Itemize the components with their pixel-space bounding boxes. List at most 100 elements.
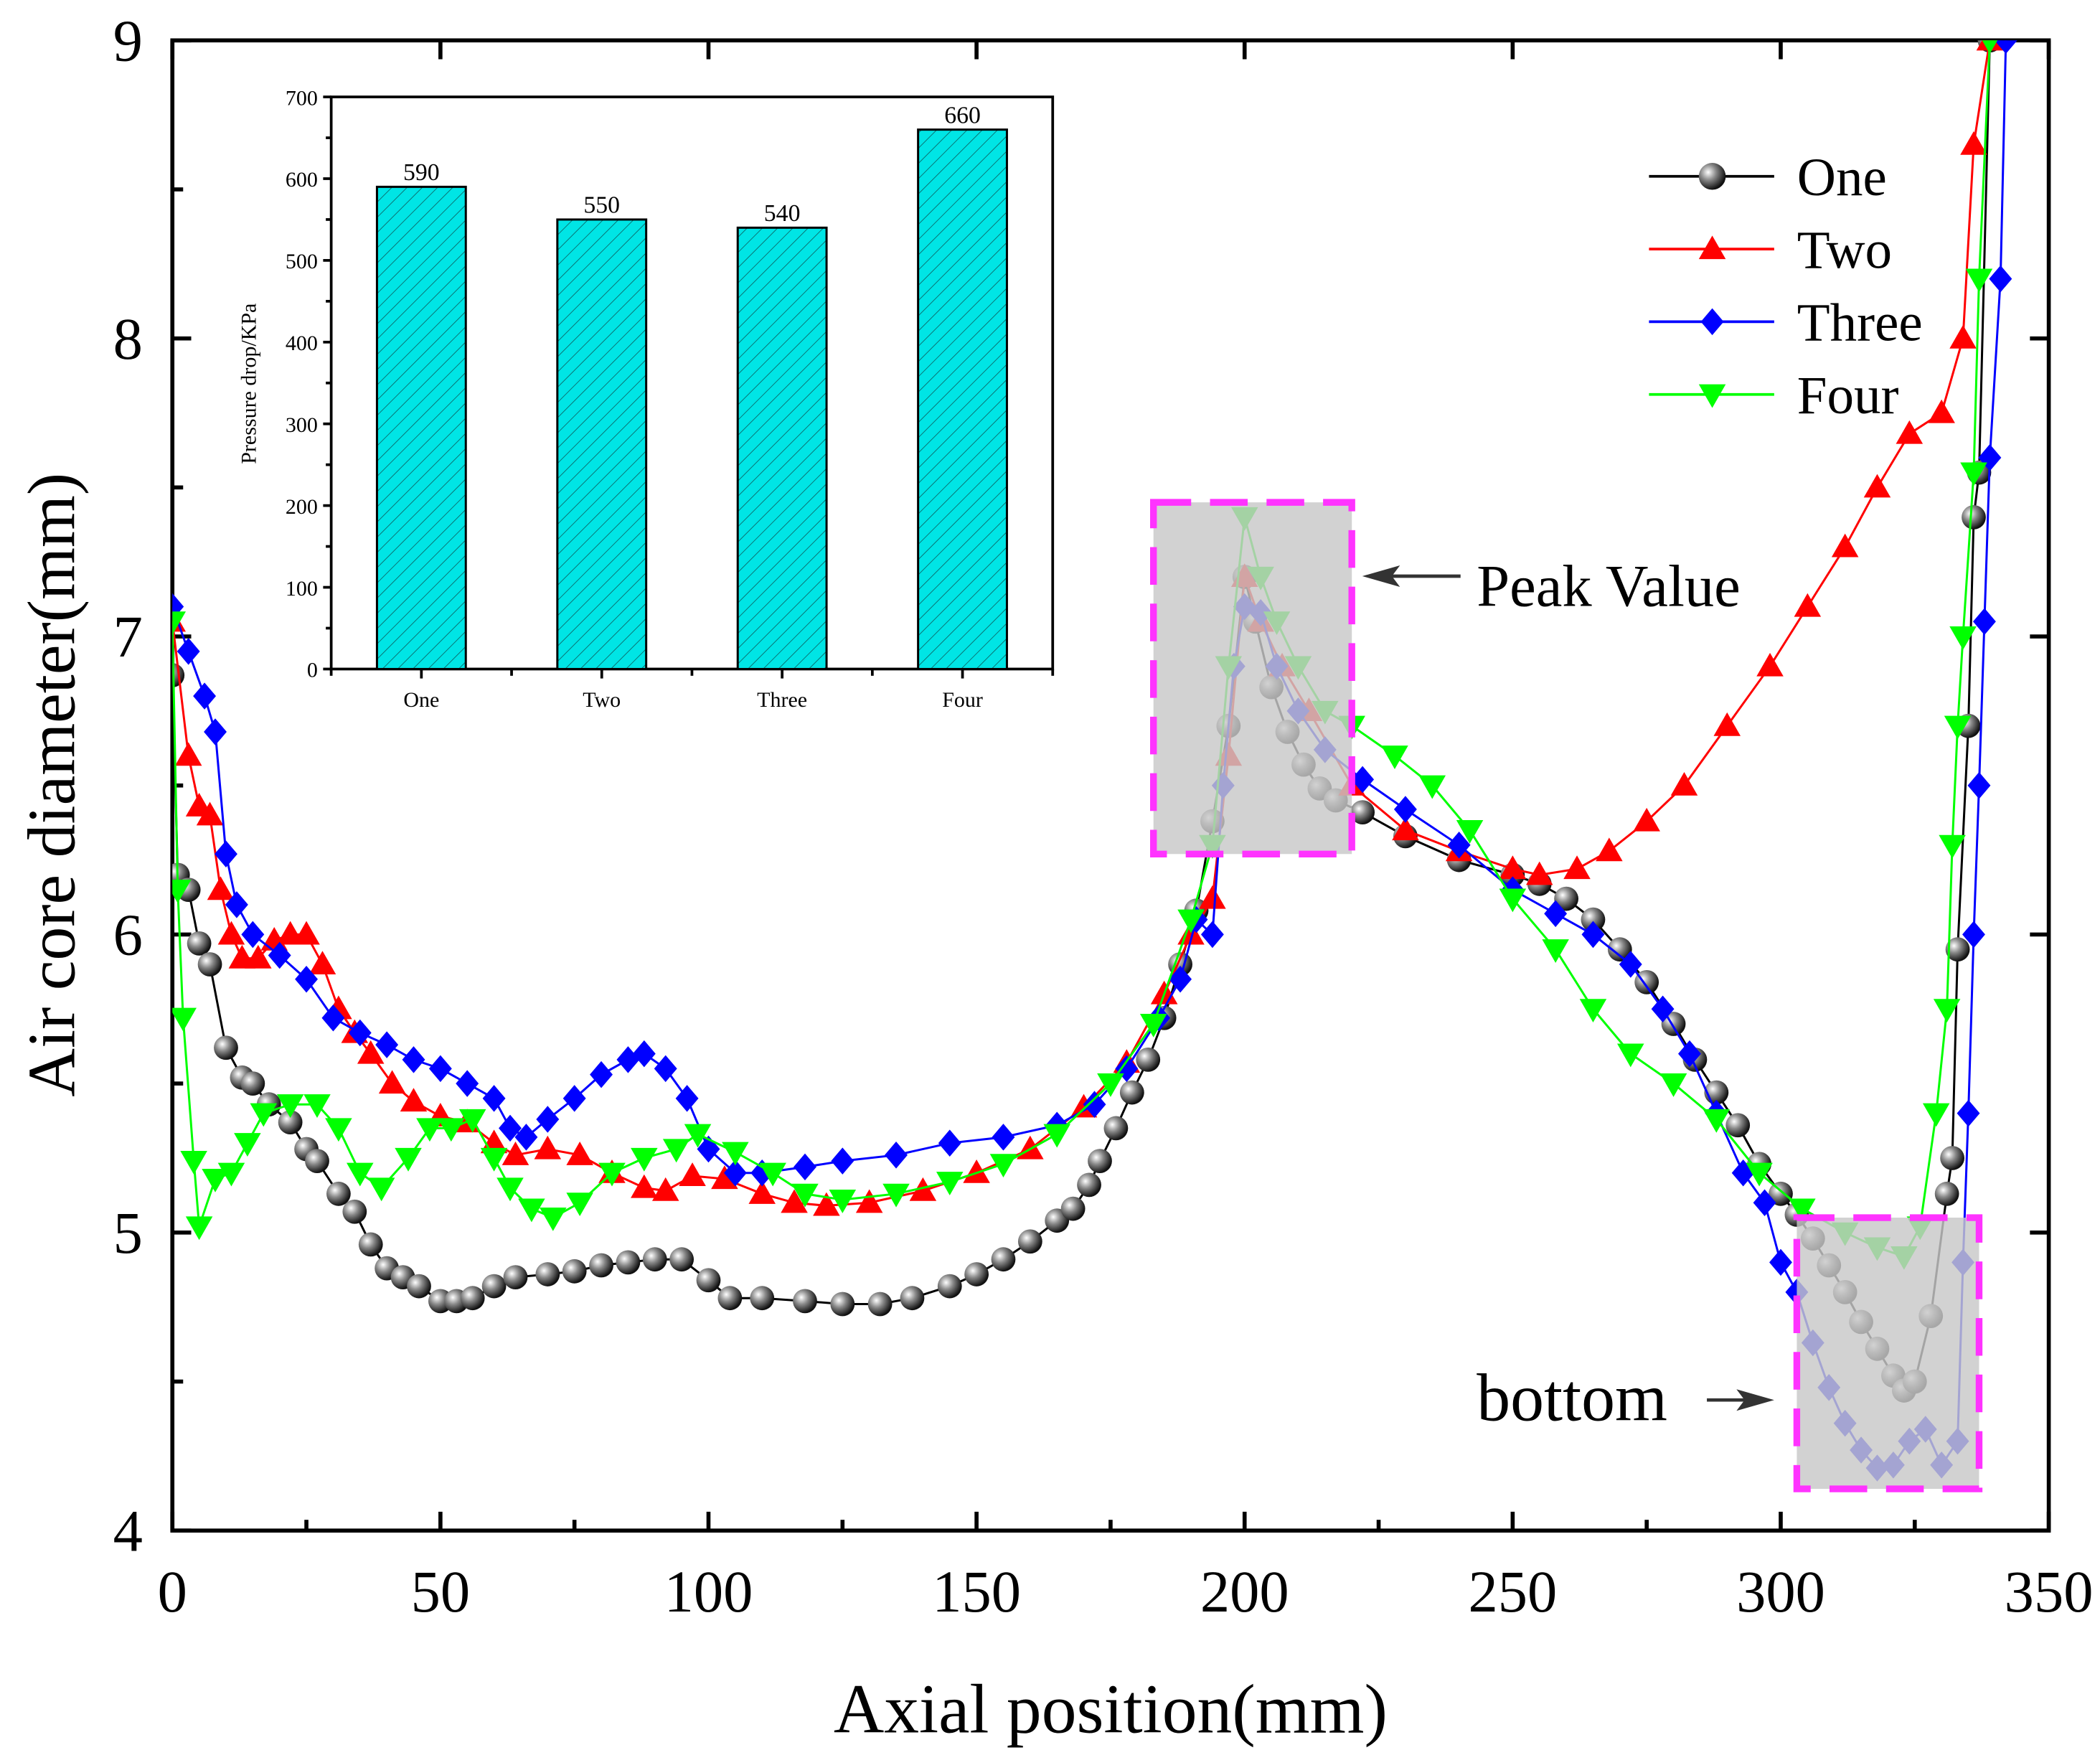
data-point-four <box>367 1177 395 1202</box>
data-point-two <box>651 1177 679 1201</box>
inset-x-tick-label: Four <box>942 688 983 712</box>
legend-label: Two <box>1797 220 1892 280</box>
data-point-four <box>1944 715 1972 740</box>
data-point-two <box>217 921 245 945</box>
data-point-four <box>217 1162 245 1187</box>
data-point-three <box>938 1129 961 1157</box>
data-point-two <box>502 1142 529 1165</box>
inset-x-tick-label: Three <box>757 688 807 712</box>
x-tick-label: 200 <box>1200 1558 1289 1624</box>
data-point-four <box>684 1124 712 1148</box>
data-point-four <box>1097 1073 1124 1097</box>
data-point-two <box>293 921 320 945</box>
data-point-four <box>1746 1162 1773 1187</box>
x-tick-label: 100 <box>664 1558 753 1624</box>
data-point-two <box>1863 474 1891 498</box>
data-point-one <box>1119 1080 1144 1105</box>
legend-label: Three <box>1797 293 1923 353</box>
legend-label: Four <box>1797 366 1899 425</box>
inset-x-tick-label: Two <box>583 688 621 712</box>
data-point-four <box>250 1103 278 1127</box>
data-point-three <box>193 682 217 710</box>
data-point-three <box>632 1040 656 1068</box>
data-point-four <box>566 1192 593 1217</box>
data-point-three <box>375 1031 399 1058</box>
data-point-three <box>482 1085 506 1112</box>
data-point-four <box>1381 745 1408 769</box>
data-point-three <box>268 941 291 969</box>
data-point-three <box>176 638 200 665</box>
data-point-four <box>172 611 187 636</box>
bar-value-label: 590 <box>403 159 440 186</box>
data-point-three <box>204 718 227 745</box>
data-point-three <box>1769 1248 1792 1276</box>
data-point-one <box>326 1181 351 1206</box>
data-point-four <box>480 1147 508 1172</box>
data-point-one <box>214 1035 238 1060</box>
inset-y-tick-label: 200 <box>286 495 318 519</box>
data-point-four <box>1949 626 1977 650</box>
data-point-three <box>590 1060 613 1088</box>
data-point-three <box>1957 1099 1980 1127</box>
inset-y-tick-label: 700 <box>286 86 318 110</box>
bar-two <box>556 218 648 670</box>
data-point-two <box>174 742 202 766</box>
data-point-four <box>172 880 192 903</box>
inset-y-tick-label: 500 <box>286 250 318 273</box>
data-point-four <box>438 1118 465 1142</box>
data-point-one <box>240 1071 265 1096</box>
data-point-four <box>458 1109 486 1133</box>
data-point-three <box>1200 921 1224 949</box>
data-point-two <box>1960 131 1987 155</box>
data-point-one <box>187 931 212 956</box>
data-point-two <box>1499 855 1527 880</box>
legend-marker-icon <box>1698 384 1726 408</box>
data-point-three <box>1989 265 2012 293</box>
y-tick-label: 5 <box>113 1200 143 1266</box>
bar-value-label: 660 <box>944 102 981 128</box>
data-point-three <box>992 1124 1015 1151</box>
y-tick-label: 6 <box>113 902 143 968</box>
data-point-two <box>1563 855 1591 880</box>
data-point-one <box>589 1253 613 1278</box>
data-point-one <box>1554 886 1578 911</box>
x-tick-label: 300 <box>1736 1558 1825 1624</box>
data-point-one <box>1077 1172 1101 1198</box>
data-point-two <box>1794 593 1822 617</box>
bar-value-label: 540 <box>764 200 801 227</box>
data-point-two <box>1392 817 1419 841</box>
data-point-two <box>855 1189 883 1213</box>
data-point-four <box>1982 40 1998 55</box>
data-point-four <box>1499 888 1527 913</box>
data-point-four <box>631 1147 658 1172</box>
data-point-one <box>830 1292 855 1317</box>
data-point-one <box>642 1247 667 1272</box>
data-point-four <box>1418 775 1446 799</box>
inset-y-tick-label: 300 <box>286 413 318 437</box>
data-point-four <box>829 1190 857 1213</box>
data-point-one <box>1060 1196 1086 1221</box>
data-point-one <box>1350 800 1375 825</box>
data-point-three <box>241 921 265 949</box>
data-point-three <box>654 1055 677 1083</box>
data-point-four <box>540 1207 567 1231</box>
data-point-one <box>750 1286 775 1311</box>
data-point-one <box>696 1268 721 1293</box>
annotations: Peak Value bottom <box>1150 499 1983 1492</box>
y-tick-label: 9 <box>113 7 143 73</box>
bar-value-label: 550 <box>583 192 620 219</box>
data-point-three <box>1393 796 1417 823</box>
data-point-four <box>1616 1043 1644 1068</box>
inset-y-axis-title: Pressure drop/KPa <box>237 304 261 464</box>
data-point-two <box>1017 1135 1044 1159</box>
data-point-four <box>598 1162 626 1187</box>
data-point-one <box>1940 1146 1964 1170</box>
data-point-two <box>196 801 224 826</box>
data-point-two <box>378 1070 406 1094</box>
data-point-one <box>900 1286 925 1311</box>
data-point-one <box>503 1265 528 1289</box>
data-point-three <box>1544 900 1568 928</box>
data-point-one <box>197 952 222 977</box>
data-point-three <box>536 1106 560 1133</box>
